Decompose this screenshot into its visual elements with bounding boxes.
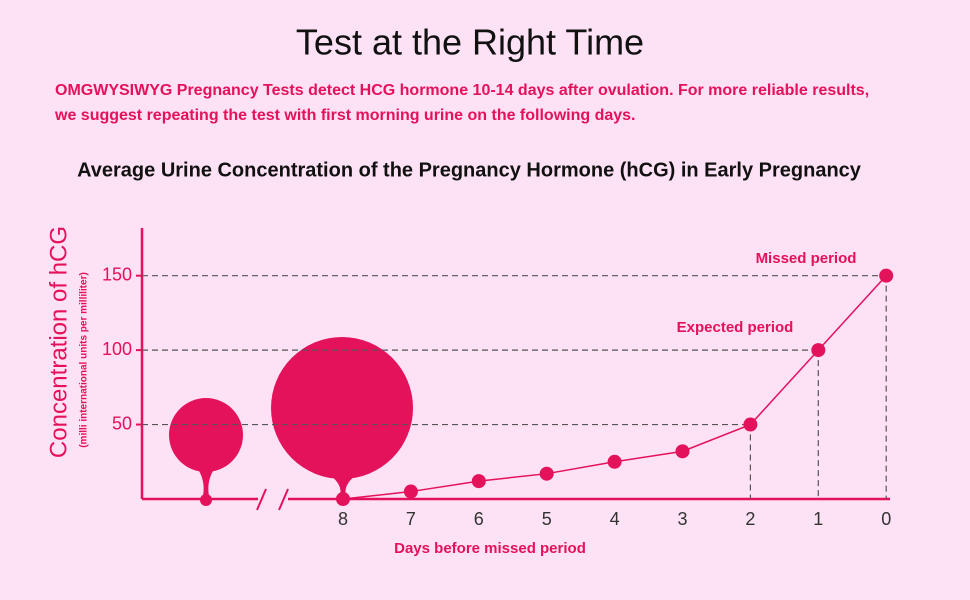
x-tick-label: 7 xyxy=(406,509,416,529)
axis-break xyxy=(278,488,289,511)
point xyxy=(403,484,418,499)
point xyxy=(879,268,894,283)
page-title: Test at the Right Time xyxy=(296,22,644,63)
y-tick-label: 100 xyxy=(102,339,132,359)
description: OMGWYSIWYG Pregnancy Tests detect HCG ho… xyxy=(55,82,869,99)
point xyxy=(336,492,350,506)
x-tick-label: 8 xyxy=(338,509,348,529)
x-tick-label: 5 xyxy=(542,509,552,529)
point xyxy=(539,466,554,481)
annotation: Expected period xyxy=(677,319,794,336)
x-tick-label: 0 xyxy=(881,509,891,529)
x-tick-label: 1 xyxy=(813,509,823,529)
axis-break xyxy=(256,488,267,511)
annotation: Missed period xyxy=(756,250,857,267)
description: we suggest repeating the test with first… xyxy=(54,107,636,124)
point xyxy=(675,444,690,459)
x-tick-label: 3 xyxy=(677,509,687,529)
y-tick-label: 50 xyxy=(112,413,132,433)
point xyxy=(743,417,758,432)
point xyxy=(811,343,826,358)
bubble-tail xyxy=(196,466,216,496)
point xyxy=(607,454,622,469)
chart-title: Average Urine Concentration of the Pregn… xyxy=(77,159,862,181)
bubble-tail xyxy=(330,475,356,496)
x-axis-title: Days before missed period xyxy=(394,540,586,557)
x-tick-label: 2 xyxy=(745,509,755,529)
bubble xyxy=(271,337,413,479)
point xyxy=(471,474,486,489)
y-axis-subtitle: (milli international units per millilite… xyxy=(79,272,90,448)
y-tick-label: 150 xyxy=(102,264,132,284)
y-axis-title: Concentration of hCG xyxy=(45,226,72,458)
bubble xyxy=(169,398,243,472)
x-tick-label: 4 xyxy=(610,509,620,529)
axis-break-gap xyxy=(258,490,288,508)
x-tick-label: 6 xyxy=(474,509,484,529)
